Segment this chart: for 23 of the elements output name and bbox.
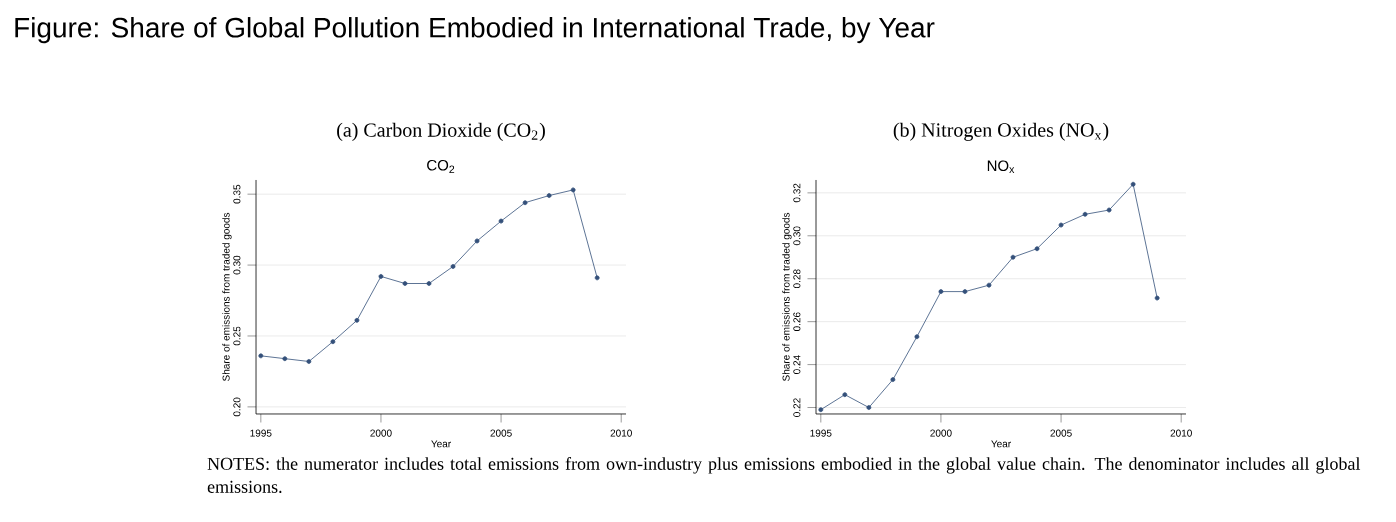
point [818,407,824,413]
point [986,282,992,288]
chart-title: (a) Carbon Dioxide (CO$_{2}$) [337,122,545,141]
point [938,289,944,295]
point [474,238,480,244]
point [1058,222,1064,228]
chart-title: (b) Nitrogen Oxides (NO$_{x}$) [893,122,1109,141]
point [842,392,848,398]
point [914,334,920,340]
point [1106,207,1112,213]
point [1010,254,1016,260]
point [498,218,504,224]
point [1034,246,1040,252]
point [282,356,288,362]
point [1154,295,1160,301]
text: Figure: Share of Global Pollution Embodied in International Trade, by Year [15,17,935,44]
text: NOTES: the numerator includes total emissions from own-industry plus emissions embodied in the global value chain. The denominator includes all global emissions. [207,457,1361,493]
point [258,353,264,359]
point [890,377,896,383]
point [594,275,600,281]
point [522,200,528,206]
point [354,317,360,323]
point [962,289,968,295]
